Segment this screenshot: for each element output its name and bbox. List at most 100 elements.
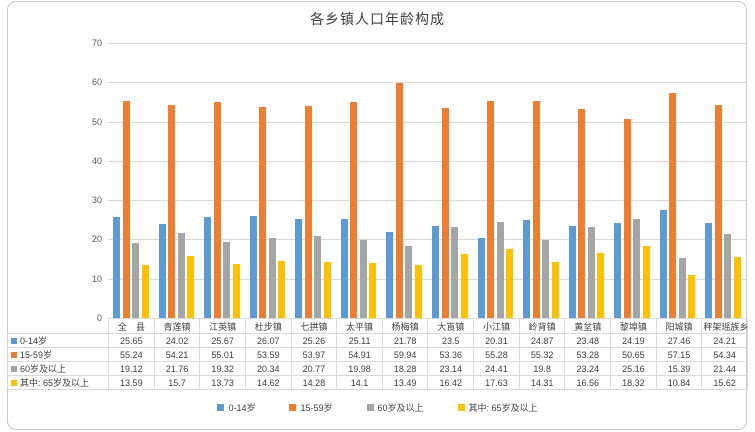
bar-0-14岁 bbox=[340, 219, 348, 318]
bar-其中: 65岁及以上 bbox=[688, 275, 696, 318]
bar-其中: 65岁及以上 bbox=[278, 260, 286, 318]
table-value-cell: 15.39 bbox=[655, 361, 703, 376]
table-value-cell: 10.84 bbox=[655, 375, 703, 390]
table-value-cell: 16.42 bbox=[427, 375, 475, 390]
table-value-cell: 14.31 bbox=[518, 375, 566, 390]
table-value-cell: 24.41 bbox=[473, 361, 520, 376]
legend-item-label: 60岁及以上 bbox=[377, 403, 424, 413]
table-value-cell: 25.11 bbox=[336, 333, 383, 348]
gridline bbox=[108, 160, 746, 162]
table-value-cell: 18.28 bbox=[381, 361, 429, 376]
bar-60岁及以上 bbox=[587, 226, 595, 318]
gridline bbox=[108, 82, 746, 84]
bar-0-14岁 bbox=[705, 222, 713, 318]
bar-0-14岁 bbox=[113, 217, 121, 318]
bar-60岁及以上 bbox=[132, 242, 140, 318]
legend-item-label: 其中: 65岁及以上 bbox=[468, 403, 538, 413]
table-header-cell: 黄坌镇 bbox=[564, 318, 612, 334]
bar-60岁及以上 bbox=[314, 236, 322, 318]
y-axis-tick-label: 40 bbox=[91, 155, 102, 166]
bar-其中: 65岁及以上 bbox=[733, 256, 741, 318]
bar-15-59岁 bbox=[259, 107, 267, 318]
table-value-cell: 15.7 bbox=[153, 375, 201, 390]
table-header-cell: 阳城镇 bbox=[655, 318, 703, 334]
bar-60岁及以上 bbox=[405, 246, 413, 318]
table-value-cell: 21.44 bbox=[701, 361, 748, 376]
table-row: 0-14岁 25.65 24.02 25.67 26.07 25.26 25.11 21.78… bbox=[7, 333, 748, 348]
bar-15-59岁 bbox=[487, 100, 495, 318]
bar-其中: 65岁及以上 bbox=[187, 256, 195, 318]
table-value-cell: 54.91 bbox=[336, 347, 383, 362]
table-value-cell: 20.34 bbox=[244, 361, 292, 376]
table-value-cell: 23.5 bbox=[427, 333, 475, 348]
table-header-cell: 小江镇 bbox=[473, 318, 520, 334]
y-axis-tick-label: 60 bbox=[91, 77, 102, 88]
table-value-cell: 55.24 bbox=[108, 347, 155, 362]
table-header-cell: 青莲镇 bbox=[153, 318, 201, 334]
gridline bbox=[108, 239, 746, 241]
series-key-icon bbox=[11, 365, 17, 372]
legend-item-label: 15-59岁 bbox=[300, 403, 333, 413]
table-header-cell: 七拱镇 bbox=[290, 318, 338, 334]
bar-15-59岁 bbox=[669, 93, 677, 318]
legend-item: 60岁及以上 bbox=[366, 401, 424, 414]
bar-0-14岁 bbox=[432, 225, 440, 318]
bar-其中: 65岁及以上 bbox=[597, 252, 605, 318]
table-value-cell: 24.87 bbox=[518, 333, 566, 348]
series-key-icon bbox=[11, 337, 17, 344]
table-value-cell: 54.34 bbox=[701, 347, 748, 362]
bar-其中: 65岁及以上 bbox=[369, 262, 377, 318]
legend-item-label: 0-14岁 bbox=[228, 403, 256, 413]
bar-其中: 65岁及以上 bbox=[642, 246, 650, 318]
legend-item: 15-59岁 bbox=[289, 401, 333, 414]
gridline bbox=[108, 200, 746, 202]
legend-key-icon bbox=[289, 404, 297, 411]
table-value-cell: 13.49 bbox=[381, 375, 429, 390]
table-value-cell: 53.28 bbox=[564, 347, 612, 362]
legend-item: 其中: 65岁及以上 bbox=[457, 401, 538, 414]
table-value-cell: 25.26 bbox=[290, 333, 338, 348]
bar-60岁及以上 bbox=[359, 239, 367, 318]
table-value-cell: 55.32 bbox=[518, 347, 566, 362]
table-value-cell: 59.94 bbox=[381, 347, 429, 362]
table-value-cell: 24.21 bbox=[701, 333, 748, 348]
bar-60岁及以上 bbox=[223, 242, 231, 318]
chart-title: 各乡镇人口年龄构成 bbox=[310, 11, 445, 27]
bar-15-59岁 bbox=[441, 108, 449, 318]
y-axis-tick-label: 10 bbox=[91, 273, 102, 284]
table-value-cell: 21.76 bbox=[153, 361, 201, 376]
bar-15-59岁 bbox=[532, 100, 540, 318]
table-header-cell: 江英镇 bbox=[199, 318, 246, 334]
bar-60岁及以上 bbox=[633, 219, 641, 318]
gridline bbox=[108, 43, 746, 44]
bar-15-59岁 bbox=[213, 101, 221, 318]
table-header-cell: 杨梅镇 bbox=[381, 318, 429, 334]
bar-60岁及以上 bbox=[542, 240, 550, 318]
bar-15-59岁 bbox=[395, 82, 403, 318]
table-value-cell: 21.78 bbox=[381, 333, 429, 348]
gridline bbox=[108, 121, 746, 123]
row-label-cell: 15-59岁 bbox=[7, 347, 109, 362]
table-value-cell: 19.32 bbox=[199, 361, 246, 376]
table-value-cell: 25.65 bbox=[108, 333, 155, 348]
bar-其中: 65岁及以上 bbox=[323, 261, 331, 318]
bar-0-14岁 bbox=[568, 225, 576, 318]
table-value-cell: 20.31 bbox=[473, 333, 520, 348]
y-axis-tick-label: 20 bbox=[91, 234, 102, 245]
table-header-cell: 全 县 bbox=[108, 318, 155, 334]
y-axis-tick-label: 30 bbox=[91, 195, 102, 206]
bar-0-14岁 bbox=[158, 223, 166, 318]
bar-0-14岁 bbox=[477, 238, 485, 318]
bar-其中: 65岁及以上 bbox=[460, 253, 468, 318]
bar-15-59岁 bbox=[168, 105, 176, 318]
data-table: 全 县青莲镇 江英镇 杜步镇 七拱镇 太平镇 杨梅镇 大崀镇 小江镇 岭背镇 黄坌镇 黎埠镇 阳城镇秤… bbox=[7, 318, 748, 390]
bar-15-59岁 bbox=[122, 101, 130, 318]
row-label-cell: 0-14岁 bbox=[7, 333, 109, 348]
table-header-cell: 秤架瑶族乡 bbox=[701, 318, 748, 334]
bar-60岁及以上 bbox=[268, 238, 276, 318]
bar-15-59岁 bbox=[623, 119, 631, 318]
gridline bbox=[108, 278, 746, 280]
legend: 0-14岁 15-59岁 60岁及以上 其中: 65岁及以上 bbox=[0, 401, 755, 414]
table-header-row: 全 县青莲镇 江英镇 杜步镇 七拱镇 太平镇 杨梅镇 大崀镇 小江镇 岭背镇 黄坌镇 黎埠镇 阳城镇秤… bbox=[8, 318, 748, 334]
